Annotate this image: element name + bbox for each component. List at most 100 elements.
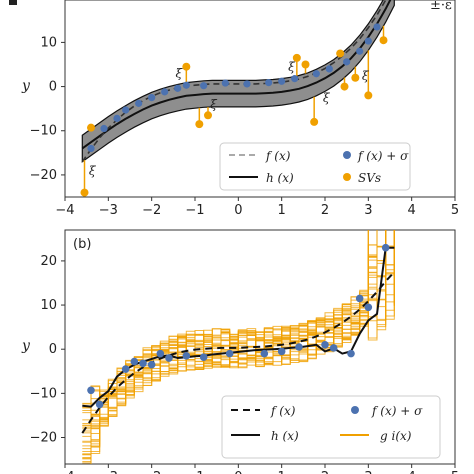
panel-a-xtick-label: 4 — [408, 203, 416, 218]
series-h-line — [82, 246, 395, 408]
panel-a-xtick-label: 5 — [451, 203, 459, 218]
data-point — [260, 349, 269, 358]
panel-a-ytick-label: −10 — [30, 124, 57, 139]
xi-annotation: ξ — [288, 60, 296, 74]
data-point — [113, 114, 121, 122]
data-point — [87, 386, 95, 395]
data-point — [148, 94, 156, 102]
legend-b-f-label: f (x) — [270, 404, 296, 418]
legend-svs-label: SVs — [358, 171, 381, 185]
data-point — [355, 294, 364, 303]
panel-b-xtick-label: 2 — [321, 470, 329, 474]
xi-annotation: ξ — [176, 67, 184, 81]
panel-b-legend-frame — [221, 395, 441, 459]
legend-points-swatch — [343, 151, 351, 159]
sv-point — [336, 49, 345, 58]
legend-b-h-label: h (x) — [271, 429, 299, 443]
data-point — [381, 243, 390, 252]
panel-a-frame — [64, 0, 456, 198]
data-point — [356, 47, 364, 55]
panel-a-ylabel: y — [21, 78, 31, 94]
legend-f-label: f (x) — [265, 149, 291, 163]
panel-b-ytick-label: 10 — [40, 298, 57, 313]
ensemble-curve — [82, 230, 395, 442]
data-point — [147, 360, 156, 369]
panel-a-ytick-label: −20 — [30, 168, 57, 183]
data-point — [321, 340, 329, 349]
xi-annotation: ξ — [323, 91, 331, 105]
sv-point — [87, 123, 95, 132]
xi-annotation: ξ — [210, 98, 218, 112]
panel-a-xtick-label: 0 — [234, 203, 242, 218]
data-point — [347, 349, 355, 358]
data-point — [329, 344, 338, 352]
panel-a-xtick-label: 2 — [321, 203, 329, 218]
sv-point — [182, 62, 191, 71]
data-point — [243, 80, 251, 88]
data-point — [156, 349, 165, 358]
epsilon-tube-band — [81, 0, 395, 163]
data-point — [182, 81, 190, 89]
panel-a-xtick-label: −1 — [185, 203, 204, 218]
data-point — [139, 359, 147, 368]
sv-point — [340, 82, 349, 91]
xi-annotation: ξ — [362, 69, 370, 83]
data-point — [265, 78, 273, 87]
sv-point — [292, 53, 301, 62]
sv-point — [301, 60, 310, 69]
panel-b-ytick-label: −10 — [30, 386, 57, 401]
panel-b-ylabel: y — [21, 338, 31, 354]
data-point — [364, 303, 373, 312]
panel-a-xtick-label: −2 — [142, 203, 161, 218]
data-point — [312, 70, 320, 78]
panel-b-legend: f (x) h (x) f (x) + σ g i(x) — [221, 395, 441, 459]
panel-a-ytick-label: 0 — [49, 80, 57, 95]
sv-point — [310, 117, 319, 126]
legend-b-points-label: f (x) + σ — [371, 404, 423, 418]
panel-b-xtick-label: 4 — [408, 470, 416, 474]
data-point — [165, 354, 173, 362]
sv-point — [195, 120, 204, 129]
panel-b-ytick-label: 0 — [49, 342, 57, 357]
panel-a-clipped-mark — [9, 0, 17, 5]
data-point — [100, 124, 108, 133]
data-point — [200, 82, 208, 90]
panel-b-label: (b) — [73, 237, 91, 252]
legend-h-label: h (x) — [266, 171, 294, 185]
panel-a-xtick-label: 3 — [364, 203, 372, 218]
data-point — [182, 352, 191, 360]
data-point — [291, 75, 299, 83]
panel-b-xtick-label: 5 — [451, 470, 459, 474]
panel-b-xtick-label: −4 — [55, 470, 74, 474]
data-point — [161, 88, 169, 96]
panel-a-xtick-label: 1 — [278, 203, 286, 218]
legend-b-ensemble-label: g i(x) — [380, 429, 412, 443]
data-point — [135, 99, 143, 107]
panel-a-ytick-label: 10 — [40, 35, 57, 50]
sv-point — [204, 111, 212, 120]
xi-annotation: ξ — [89, 164, 97, 178]
ensemble-lines — [82, 230, 395, 464]
data-point — [174, 84, 182, 92]
panel-b-ytick-label: −20 — [30, 431, 57, 446]
panel-b-xtick-label: −2 — [142, 470, 161, 474]
panel-b-frame — [64, 229, 456, 465]
legend-svs-swatch — [343, 173, 351, 181]
legend-points-label: f (x) + σ — [357, 149, 409, 163]
data-point — [364, 37, 372, 45]
panel-b-ytick-label: 20 — [40, 254, 57, 269]
data-point — [343, 58, 351, 66]
data-point — [325, 65, 333, 73]
panel-a-header-clip: ±·ε — [430, 0, 452, 13]
panel-a-xtick-label: −4 — [55, 203, 74, 218]
sv-point — [80, 188, 89, 197]
data-point — [121, 365, 130, 373]
data-point — [122, 106, 130, 114]
legend-b-points-swatch — [351, 406, 359, 414]
sv-point — [379, 36, 388, 45]
data-point — [295, 343, 303, 351]
data-point — [221, 79, 229, 87]
panel-b: −4−3−2−101234520100−10−20 (b) y f (x) h … — [21, 229, 459, 474]
panel-b-xtick-label: 3 — [364, 470, 372, 474]
